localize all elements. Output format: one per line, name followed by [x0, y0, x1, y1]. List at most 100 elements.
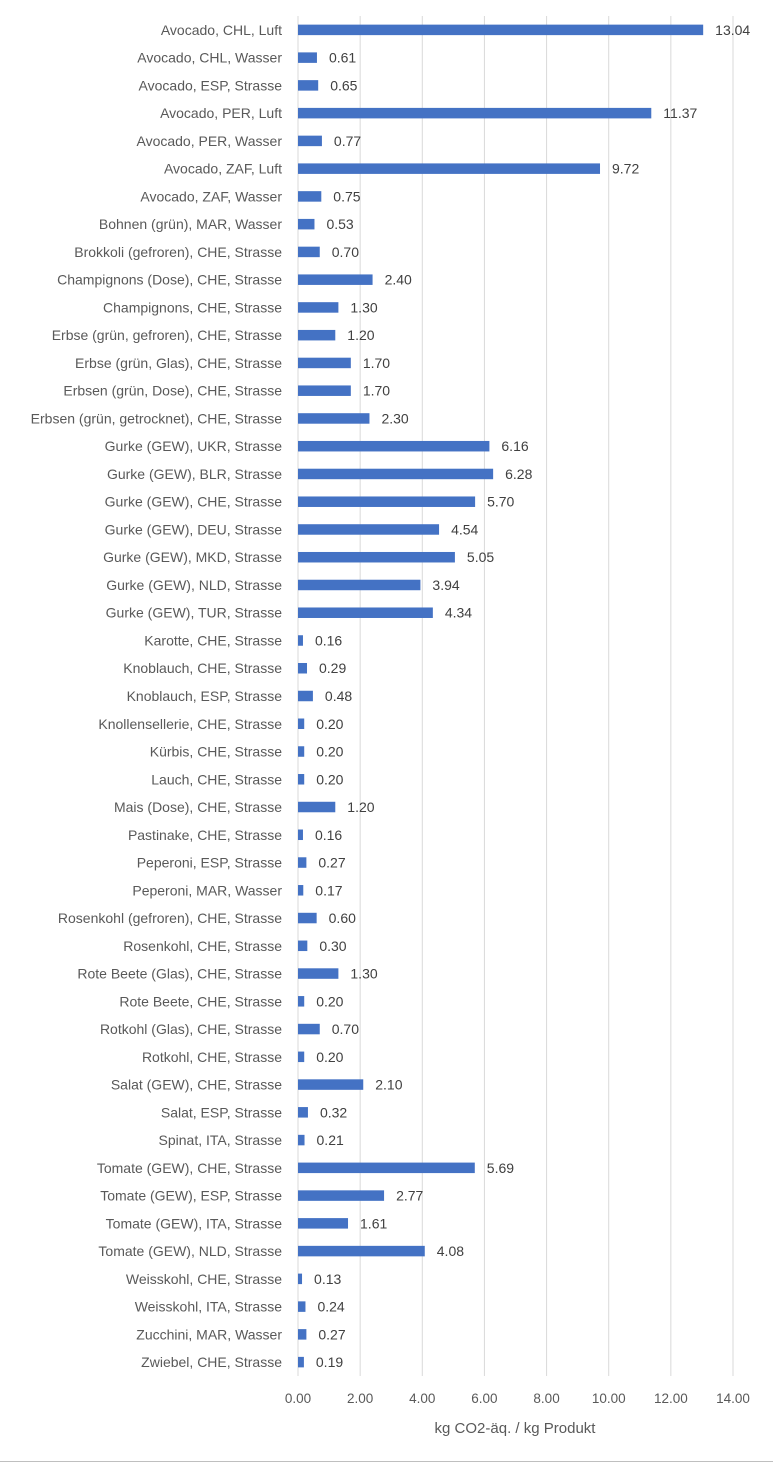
category-label: Tomate (GEW), CHE, Strasse: [97, 1160, 282, 1176]
data-label: 1.70: [363, 355, 390, 371]
category-label: Karotte, CHE, Strasse: [144, 632, 282, 648]
category-label: Tomate (GEW), ESP, Strasse: [100, 1188, 282, 1204]
bar: [298, 107, 652, 119]
bar: [298, 1162, 475, 1174]
data-label: 0.16: [315, 827, 342, 843]
data-label: 2.30: [381, 410, 408, 426]
data-label: 4.54: [451, 521, 478, 537]
bar: [298, 218, 315, 230]
data-label: 1.30: [350, 966, 377, 982]
data-label: 3.94: [432, 577, 459, 593]
category-label: Knollensellerie, CHE, Strasse: [98, 716, 282, 732]
category-label: Rosenkohl, CHE, Strasse: [123, 938, 282, 954]
bar: [298, 912, 317, 924]
x-tick-label: 0.00: [285, 1391, 311, 1406]
data-label: 9.72: [612, 161, 639, 177]
data-label: 0.27: [318, 855, 345, 871]
category-label: Avocado, ESP, Strasse: [139, 77, 283, 93]
category-label: Champignons (Dose), CHE, Strasse: [57, 272, 282, 288]
category-label: Erbse (grün, Glas), CHE, Strasse: [75, 355, 282, 371]
data-label: 0.53: [326, 216, 353, 232]
category-label: Avocado, ZAF, Wasser: [140, 188, 282, 204]
bar: [298, 191, 322, 202]
data-label: 1.20: [347, 799, 374, 815]
data-label: 0.61: [329, 50, 356, 66]
data-label: 6.16: [501, 438, 528, 454]
category-label: Avocado, CHL, Wasser: [137, 50, 282, 66]
data-label: 0.16: [315, 632, 342, 648]
data-label: 1.20: [347, 327, 374, 343]
bar: [298, 385, 351, 396]
bar: [298, 718, 305, 730]
bar: [298, 413, 370, 424]
data-label: 0.30: [319, 938, 346, 954]
category-label: Tomate (GEW), NLD, Strasse: [98, 1243, 282, 1259]
category-label: Knoblauch, ESP, Strasse: [127, 688, 283, 704]
category-label: Rote Beete (Glas), CHE, Strasse: [77, 966, 282, 982]
bar: [298, 774, 305, 785]
category-label: Gurke (GEW), CHE, Strasse: [105, 494, 283, 510]
data-label: 0.70: [332, 1021, 359, 1037]
bar: [298, 579, 421, 591]
data-label: 1.70: [363, 383, 390, 399]
bar: [298, 440, 490, 452]
bar: [298, 1107, 308, 1118]
bars: [298, 24, 704, 1368]
bar: [298, 357, 351, 369]
bar: [298, 1134, 305, 1146]
category-label: Knoblauch, CHE, Strasse: [123, 660, 282, 676]
category-label: Avocado, ZAF, Luft: [164, 161, 282, 177]
category-label: Rote Beete, CHE, Strasse: [119, 993, 282, 1009]
category-label: Champignons, CHE, Strasse: [103, 299, 282, 315]
bar: [298, 80, 319, 91]
data-label: 13.04: [715, 22, 750, 38]
bar: [298, 662, 308, 674]
bar: [298, 246, 320, 258]
bar: [298, 1329, 307, 1340]
category-label: Spinat, ITA, Strasse: [159, 1132, 283, 1148]
bar: [298, 163, 601, 174]
data-label: 0.13: [314, 1271, 341, 1287]
category-label: Gurke (GEW), TUR, Strasse: [106, 605, 283, 621]
x-axis-title: kg CO2-äq. / kg Produkt: [435, 1420, 597, 1437]
data-label: 2.40: [385, 272, 412, 288]
category-label: Zwiebel, CHE, Strasse: [141, 1354, 282, 1370]
category-label: Tomate (GEW), ITA, Strasse: [106, 1215, 283, 1231]
bar: [298, 1218, 349, 1229]
bar: [298, 1356, 304, 1368]
x-tick-label: 2.00: [347, 1391, 373, 1406]
bar: [298, 996, 305, 1007]
bar: [298, 885, 304, 896]
data-label: 2.10: [375, 1077, 402, 1093]
category-label: Erbsen (grün, getrocknet), CHE, Strasse: [31, 410, 283, 426]
data-label: 4.34: [445, 605, 472, 621]
category-label: Gurke (GEW), MKD, Strasse: [103, 549, 282, 565]
data-label: 0.20: [316, 1049, 343, 1065]
category-label: Rotkohl (Glas), CHE, Strasse: [100, 1021, 282, 1037]
x-tick-label: 14.00: [716, 1391, 750, 1406]
category-label: Avocado, PER, Wasser: [136, 133, 282, 149]
category-label: Peperoni, ESP, Strasse: [137, 855, 282, 871]
data-label: 0.27: [318, 1326, 345, 1342]
bar: [298, 1301, 306, 1312]
bar: [298, 496, 476, 507]
bar: [298, 551, 455, 563]
data-label: 1.30: [350, 299, 377, 315]
bar: [298, 1190, 385, 1201]
x-tick-label: 8.00: [533, 1391, 559, 1406]
data-label: 0.48: [325, 688, 352, 704]
data-label: 0.70: [332, 244, 359, 260]
data-label: 0.21: [317, 1132, 344, 1148]
data-label: 0.77: [334, 133, 361, 149]
category-label: Bohnen (grün), MAR, Wasser: [99, 216, 282, 232]
category-label: Rosenkohl (gefroren), CHE, Strasse: [58, 910, 282, 926]
bar: [298, 302, 339, 313]
data-label: 0.24: [317, 1299, 344, 1315]
data-label: 5.05: [467, 549, 494, 565]
data-label: 4.08: [437, 1243, 464, 1259]
data-label: 1.61: [360, 1215, 387, 1231]
bar: [298, 1051, 305, 1063]
data-label: 0.29: [319, 660, 346, 676]
data-label: 0.60: [329, 910, 356, 926]
